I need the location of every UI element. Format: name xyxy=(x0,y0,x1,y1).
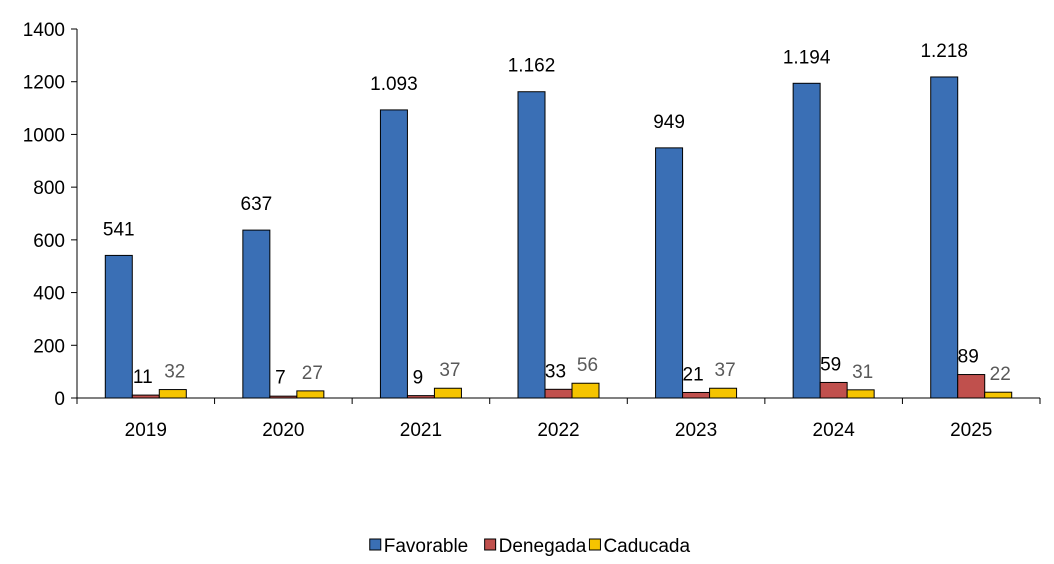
bar-caducada xyxy=(296,390,325,399)
y-axis: 0 200 400 600 800 1000 1200 1400 xyxy=(23,20,78,410)
data-label-favorable: 637 xyxy=(241,194,273,215)
data-label-caducada: 37 xyxy=(715,360,736,381)
legend-label-favorable: Favorable xyxy=(384,536,469,557)
data-label-favorable: 949 xyxy=(653,112,685,133)
data-label-denegada: 9 xyxy=(413,367,424,388)
bar-caducada xyxy=(158,389,187,399)
x-tick-label: 2020 xyxy=(262,420,304,441)
x-tick-label: 2021 xyxy=(400,420,442,441)
y-tick-label: 200 xyxy=(33,336,65,357)
data-label-caducada: 31 xyxy=(852,362,873,383)
x-axis: 2019 2020 2021 2022 2023 2024 2025 xyxy=(76,397,1041,441)
data-label-favorable: 1.162 xyxy=(508,56,556,77)
y-tick-label: 600 xyxy=(33,231,65,252)
data-label-caducada: 27 xyxy=(302,363,323,384)
bars xyxy=(104,76,1013,399)
data-label-favorable: 1.194 xyxy=(783,47,831,68)
bar-denegada xyxy=(957,374,986,399)
y-tick-label: 1200 xyxy=(23,73,65,94)
bar-caducada xyxy=(433,387,462,399)
bar-favorable xyxy=(655,147,684,399)
legend-label-caducada: Caducada xyxy=(603,536,690,557)
data-label-caducada: 32 xyxy=(164,362,185,383)
bar-denegada xyxy=(544,388,573,399)
data-labels: 541 11 32 637 7 27 1.093 9 37 1.162 33 56 949 21 37 1.1… xyxy=(103,41,1011,388)
bar-denegada xyxy=(269,395,298,399)
data-label-favorable: 1.218 xyxy=(920,41,968,62)
x-tick-label: 2025 xyxy=(950,420,992,441)
bar-denegada xyxy=(819,381,848,399)
bar-favorable xyxy=(104,254,133,399)
data-label-caducada: 37 xyxy=(439,360,460,381)
x-tick-label: 2019 xyxy=(125,420,167,441)
x-tick-label: 2022 xyxy=(537,420,579,441)
data-label-denegada: 89 xyxy=(958,347,979,368)
bar-favorable xyxy=(792,82,821,399)
bar-caducada xyxy=(571,382,600,399)
data-label-favorable: 541 xyxy=(103,219,135,240)
x-tick-label: 2024 xyxy=(813,420,856,441)
legend-swatch-favorable xyxy=(369,538,382,551)
bar-denegada xyxy=(682,391,711,399)
x-tick-label: 2023 xyxy=(675,420,717,441)
data-label-favorable: 1.093 xyxy=(370,74,418,95)
y-tick-label: 400 xyxy=(33,284,65,305)
bar-caducada xyxy=(846,389,875,399)
bar-caducada xyxy=(984,391,1013,399)
bar-denegada xyxy=(131,394,160,399)
y-tick-label: 800 xyxy=(33,178,65,199)
y-tick-label: 1000 xyxy=(23,125,65,146)
legend-swatch-caducada xyxy=(588,538,601,551)
bar-favorable xyxy=(517,91,546,399)
data-label-denegada: 21 xyxy=(683,364,704,385)
bar-denegada xyxy=(406,395,435,399)
data-label-caducada: 56 xyxy=(577,355,598,376)
data-label-denegada: 59 xyxy=(820,354,841,375)
bar-favorable xyxy=(930,76,959,399)
data-label-denegada: 33 xyxy=(545,361,566,382)
y-tick-label: 1400 xyxy=(23,20,65,41)
data-label-denegada: 11 xyxy=(133,367,153,388)
y-tick-label: 0 xyxy=(54,389,65,410)
bar-favorable xyxy=(379,109,408,399)
bar-favorable xyxy=(242,229,271,399)
legend-swatch-denegada xyxy=(484,538,497,551)
legend: Favorable Denegada Caducada xyxy=(369,536,691,557)
data-label-caducada: 22 xyxy=(990,364,1011,385)
bar-caducada xyxy=(709,387,738,399)
legend-label-denegada: Denegada xyxy=(499,536,587,557)
data-label-denegada: 7 xyxy=(275,367,286,388)
